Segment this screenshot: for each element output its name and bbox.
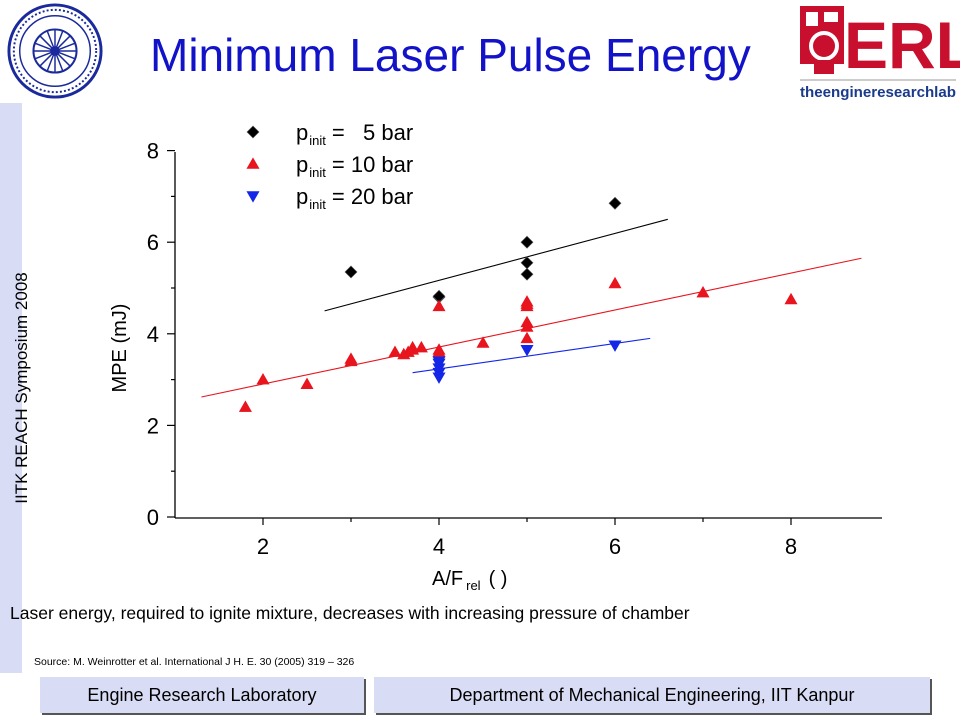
- iitk-logo: [7, 3, 103, 99]
- side-band: [0, 103, 22, 673]
- data-point-0: [520, 235, 534, 249]
- x-tick-label: 2: [257, 534, 269, 559]
- legend-marker: [246, 125, 260, 139]
- data-point-1: [476, 336, 490, 348]
- x-axis-label: A/F rel( ): [432, 568, 507, 593]
- erl-logo: ERL theengineresearchlab: [800, 6, 960, 101]
- caption-text: Laser energy, required to ignite mixture…: [10, 603, 690, 623]
- y-tick-label: 0: [147, 505, 159, 530]
- footer-department: Department of Mechanical Engineering, II…: [374, 677, 930, 713]
- data-point-1: [414, 340, 428, 353]
- data-point-1: [238, 400, 252, 412]
- source-text: Source: M. Weinrotter et al. Internation…: [34, 656, 355, 668]
- erl-logo-text: theengineresearchlab: [800, 85, 956, 101]
- erl-letters: ERL: [844, 8, 960, 82]
- legend-label: pinit = 20 bar: [296, 184, 413, 212]
- y-tick-label: 2: [147, 413, 159, 438]
- data-point-1: [432, 343, 446, 355]
- data-point-0: [520, 256, 534, 270]
- y-tick-label: 4: [147, 322, 159, 347]
- footer-department-label: Department of Mechanical Engineering, II…: [449, 684, 855, 705]
- data-point-1: [696, 285, 710, 298]
- trend-line-0: [324, 218, 668, 312]
- data-point-0: [608, 196, 622, 210]
- legend-marker: [246, 157, 260, 169]
- footer-lab-label: Engine Research Laboratory: [87, 684, 317, 705]
- data-point-2: [432, 356, 446, 368]
- data-point-1: [520, 295, 534, 307]
- data-points: [238, 196, 798, 412]
- data-point-1: [256, 372, 270, 385]
- slide-title: Minimum Laser Pulse Energy: [150, 29, 751, 81]
- trend-line-1: [201, 257, 862, 398]
- chart-axes: 2 4 6 8 0 2 4 6 8: [147, 139, 882, 559]
- data-point-1: [406, 340, 420, 353]
- y-tick-label: 8: [147, 139, 159, 164]
- data-point-1: [520, 315, 534, 328]
- x-tick-label: 4: [433, 534, 445, 559]
- y-tick-label: 6: [147, 230, 159, 255]
- x-tick-label: 8: [785, 534, 797, 559]
- footer-lab-name: Engine Research Laboratory: [40, 677, 364, 713]
- chart-legend: pinit = 5 bar pinit = 10 bar pinit = 20 bar: [246, 120, 413, 212]
- data-point-2: [608, 340, 622, 352]
- data-point-1: [432, 299, 446, 312]
- data-point-1: [608, 276, 622, 289]
- data-point-2: [520, 345, 534, 357]
- legend-label: pinit = 10 bar: [296, 152, 413, 180]
- y-axis-label: MPE (mJ): [109, 304, 131, 393]
- x-tick-label: 6: [609, 534, 621, 559]
- legend-label: pinit = 5 bar: [296, 120, 413, 148]
- data-point-1: [344, 352, 358, 364]
- data-point-1: [388, 345, 402, 357]
- data-point-1: [784, 292, 798, 305]
- data-point-1: [300, 377, 314, 389]
- data-point-0: [344, 265, 358, 279]
- data-point-1: [520, 331, 534, 344]
- legend-marker: [246, 191, 260, 203]
- data-point-0: [520, 267, 534, 281]
